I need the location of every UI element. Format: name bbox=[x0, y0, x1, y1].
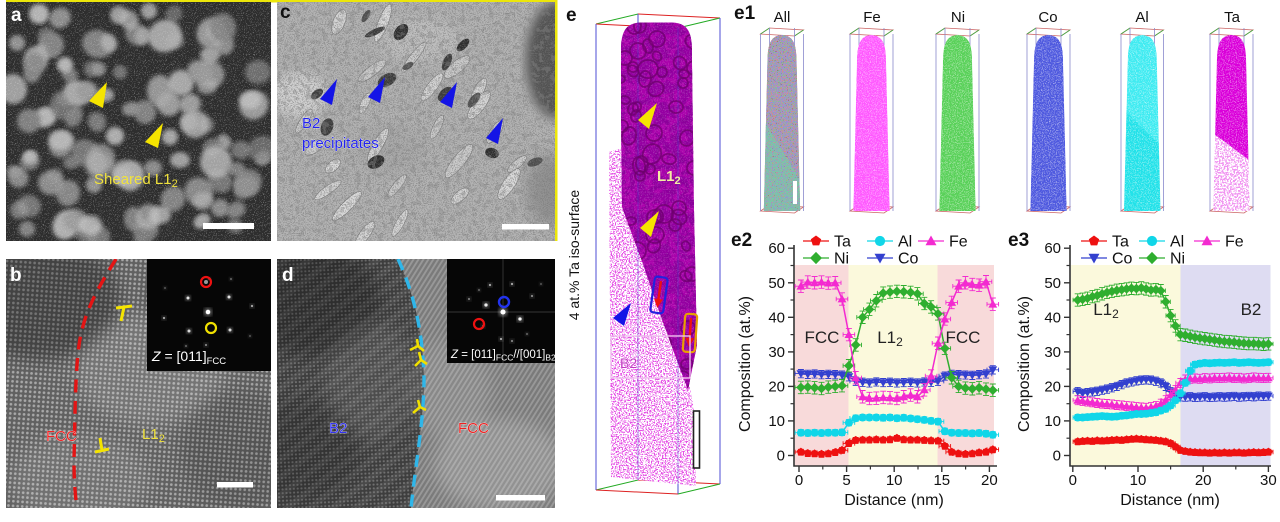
svg-text:60: 60 bbox=[1044, 240, 1061, 257]
svg-text:30: 30 bbox=[1260, 472, 1277, 489]
svg-text:e2: e2 bbox=[731, 230, 752, 251]
svg-text:60: 60 bbox=[768, 240, 785, 257]
svg-text:50: 50 bbox=[1044, 275, 1061, 292]
svg-text:FCC: FCC bbox=[458, 420, 489, 437]
svg-text:B2: B2 bbox=[329, 420, 347, 437]
svg-text:0: 0 bbox=[1053, 448, 1061, 465]
svg-text:Fe: Fe bbox=[949, 234, 968, 251]
svg-text:Z = [011]FCC//[001]B2: Z = [011]FCC//[001]B2 bbox=[450, 349, 556, 363]
svg-text:e3: e3 bbox=[1008, 230, 1029, 251]
svg-text:Co: Co bbox=[1112, 251, 1133, 268]
svg-text:5: 5 bbox=[842, 472, 850, 489]
svg-text:30: 30 bbox=[768, 344, 785, 361]
svg-text:10: 10 bbox=[1130, 472, 1147, 489]
svg-text:Ta: Ta bbox=[834, 234, 851, 251]
svg-text:10: 10 bbox=[1044, 413, 1061, 430]
svg-text:20: 20 bbox=[768, 378, 785, 395]
svg-text:Al: Al bbox=[1135, 9, 1148, 26]
svg-text:c: c bbox=[280, 2, 291, 23]
svg-text:30: 30 bbox=[1044, 344, 1061, 361]
svg-text:Fe: Fe bbox=[863, 9, 881, 26]
svg-text:Distance (nm): Distance (nm) bbox=[844, 492, 944, 509]
svg-text:20: 20 bbox=[981, 472, 998, 489]
svg-text:b: b bbox=[10, 265, 22, 286]
svg-text:15: 15 bbox=[933, 472, 950, 489]
svg-text:50: 50 bbox=[768, 275, 785, 292]
svg-text:B2: B2 bbox=[302, 115, 320, 132]
svg-text:Ta: Ta bbox=[1112, 234, 1129, 251]
svg-text:FCC: FCC bbox=[805, 328, 840, 347]
svg-text:Ni: Ni bbox=[1170, 251, 1185, 268]
svg-text:All: All bbox=[774, 9, 791, 26]
svg-text:Al: Al bbox=[1170, 234, 1184, 251]
svg-text:Ni: Ni bbox=[951, 9, 965, 26]
svg-text:d: d bbox=[282, 265, 294, 286]
svg-text:10: 10 bbox=[886, 472, 903, 489]
svg-text:Composition (at.%): Composition (at.%) bbox=[737, 296, 754, 432]
svg-text:a: a bbox=[11, 5, 22, 26]
svg-text:Composition (at.%): Composition (at.%) bbox=[1016, 296, 1033, 432]
svg-text:Co: Co bbox=[898, 251, 919, 268]
svg-text:e: e bbox=[566, 5, 577, 26]
svg-text:Ta: Ta bbox=[1224, 9, 1241, 26]
svg-text:0: 0 bbox=[1069, 472, 1077, 489]
svg-text:20: 20 bbox=[1195, 472, 1212, 489]
svg-text:Fe: Fe bbox=[1225, 234, 1244, 251]
svg-text:Distance (nm): Distance (nm) bbox=[1120, 492, 1220, 509]
svg-text:B2: B2 bbox=[620, 355, 637, 371]
svg-text:Co: Co bbox=[1038, 9, 1057, 26]
svg-text:Sheared L12: Sheared L12 bbox=[94, 171, 178, 190]
svg-text:0: 0 bbox=[795, 472, 803, 489]
svg-text:4 at.% Ta iso-surface: 4 at.% Ta iso-surface bbox=[566, 190, 582, 321]
svg-text:Al: Al bbox=[898, 234, 912, 251]
svg-text:10: 10 bbox=[768, 413, 785, 430]
svg-text:Ni: Ni bbox=[834, 251, 849, 268]
svg-text:precipitates: precipitates bbox=[302, 135, 379, 152]
svg-text:20: 20 bbox=[1044, 378, 1061, 395]
svg-text:40: 40 bbox=[1044, 309, 1061, 326]
svg-text:40: 40 bbox=[768, 309, 785, 326]
svg-text:FCC: FCC bbox=[46, 428, 77, 445]
svg-text:FCC: FCC bbox=[946, 328, 981, 347]
svg-text:B2: B2 bbox=[1241, 300, 1262, 319]
svg-text:e1: e1 bbox=[734, 3, 756, 24]
svg-text:0: 0 bbox=[777, 448, 785, 465]
